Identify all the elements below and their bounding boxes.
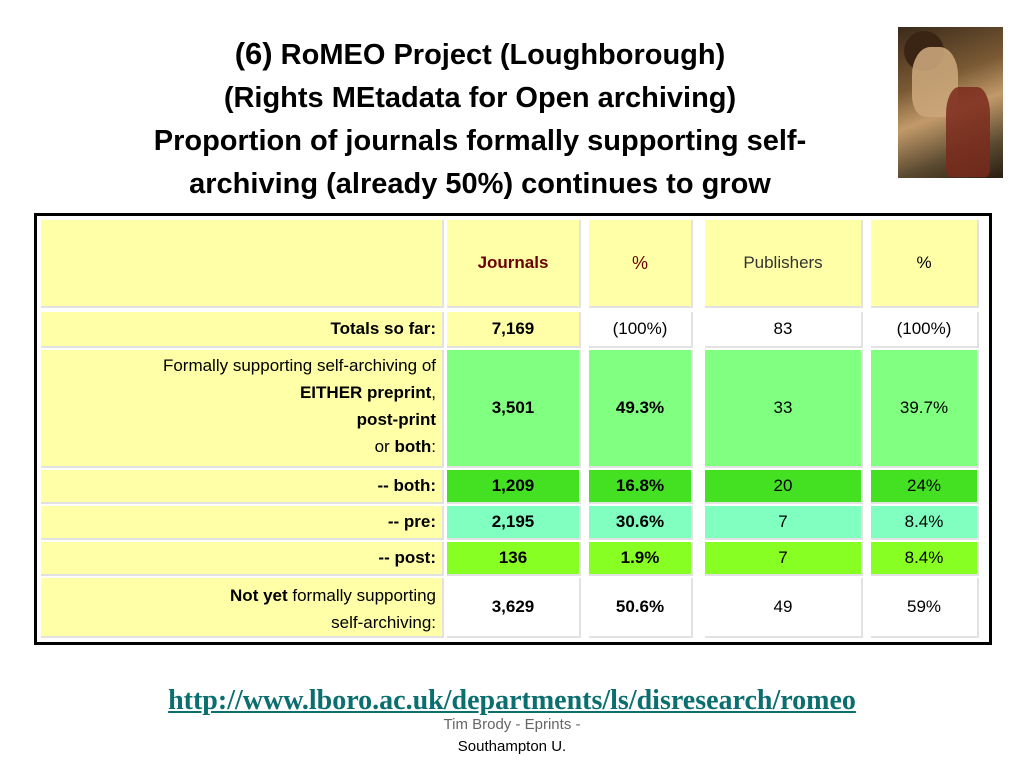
row-notyet-jpct: 50.6% bbox=[589, 578, 693, 638]
row-pre-journals: 2,195 bbox=[447, 506, 581, 540]
slide-number: (6) bbox=[234, 36, 273, 71]
row-post-ppct: 8.4% bbox=[871, 542, 979, 576]
row-totals-publishers: 83 bbox=[705, 312, 863, 348]
notyet-label-notyet: Not yet bbox=[230, 586, 288, 605]
row-totals-journals: 7,169 bbox=[447, 312, 581, 348]
either-label-comma: , bbox=[431, 383, 436, 402]
header-journals: Journals bbox=[447, 220, 581, 308]
row-either-ppct: 39.7% bbox=[871, 350, 979, 468]
slide-title: (6) RoMEO Project (Loughborough) (Rights… bbox=[40, 32, 920, 206]
row-both-jpct: 16.8% bbox=[589, 470, 693, 504]
notyet-label-line2: self-archiving: bbox=[331, 613, 436, 632]
either-label-line1: Formally supporting self-archiving of bbox=[162, 356, 436, 375]
row-both-label: -- both: bbox=[41, 470, 444, 504]
row-post-journals: 136 bbox=[447, 542, 581, 576]
header-blank bbox=[41, 220, 444, 308]
either-label-postprint: post-print bbox=[356, 410, 436, 429]
title-line-2: (Rights MEtadata for Open archiving) bbox=[223, 82, 737, 114]
row-either-label: Formally supporting self-archiving of EI… bbox=[41, 350, 444, 468]
either-label-preprint: EITHER preprint bbox=[299, 383, 432, 402]
notyet-label-rest: formally supporting bbox=[287, 586, 436, 605]
row-pre-label: -- pre: bbox=[41, 506, 444, 540]
header-publishers-pct: % bbox=[871, 220, 979, 308]
row-notyet-publishers: 49 bbox=[705, 578, 863, 638]
title-line-3: Proportion of journals formally supporti… bbox=[153, 125, 807, 157]
row-either-publishers: 33 bbox=[705, 350, 863, 468]
row-notyet-label: Not yet formally supporting self-archivi… bbox=[41, 578, 444, 638]
row-notyet-journals: 3,629 bbox=[447, 578, 581, 638]
row-pre-publishers: 7 bbox=[705, 506, 863, 540]
row-pre-ppct: 8.4% bbox=[871, 506, 979, 540]
title-line-1: RoMEO Project (Loughborough) bbox=[280, 39, 726, 71]
row-totals-ppct: (100%) bbox=[871, 312, 979, 348]
either-label-or: or bbox=[374, 437, 395, 456]
row-post-jpct: 1.9% bbox=[589, 542, 693, 576]
header-publishers: Publishers bbox=[705, 220, 863, 308]
row-either-journals: 3,501 bbox=[447, 350, 581, 468]
row-both-journals: 1,209 bbox=[447, 470, 581, 504]
row-totals-jpct: (100%) bbox=[589, 312, 693, 348]
slide-footer: Tim Brody - Eprints - Southampton U. bbox=[380, 714, 644, 758]
title-line-4: archiving (already 50%) continues to gro… bbox=[189, 168, 771, 200]
row-either-jpct: 49.3% bbox=[589, 350, 693, 468]
row-post-label: -- post: bbox=[41, 542, 444, 576]
header-journals-pct: % bbox=[589, 220, 693, 308]
row-both-ppct: 24% bbox=[871, 470, 979, 504]
romeo-link[interactable]: http://www.lboro.ac.uk/departments/ls/di… bbox=[168, 685, 856, 716]
row-notyet-ppct: 59% bbox=[871, 578, 979, 638]
painting-thumbnail bbox=[898, 27, 1003, 178]
footer-line-1: Tim Brody - Eprints - bbox=[443, 716, 581, 733]
row-post-publishers: 7 bbox=[705, 542, 863, 576]
either-label-both: both bbox=[394, 437, 432, 456]
row-pre-jpct: 30.6% bbox=[589, 506, 693, 540]
row-totals-label: Totals so far: bbox=[41, 312, 444, 348]
row-both-publishers: 20 bbox=[705, 470, 863, 504]
either-label-colon: : bbox=[431, 437, 436, 456]
footer-line-2: Southampton U. bbox=[457, 738, 567, 755]
romeo-table: Journals % Publishers % Totals so far: 7… bbox=[34, 213, 992, 645]
